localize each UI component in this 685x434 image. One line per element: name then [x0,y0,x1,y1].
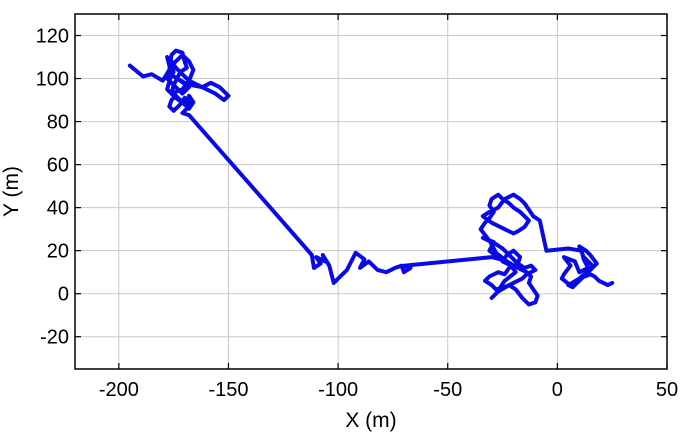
plot-frame [74,13,668,370]
y-axis-label: Y (m) [0,166,23,217]
x-tick-label: 0 [552,379,563,401]
x-tick-label: 50 [656,379,678,401]
y-tick-label: 120 [36,26,69,48]
y-tick-label: 100 [36,69,69,91]
x-tick-label: -50 [433,379,462,401]
y-tick-label: 20 [47,241,69,263]
y-tick-label: 0 [58,284,69,306]
x-tick-label: -150 [208,379,248,401]
trajectory-line [127,48,615,307]
y-tick-label: -20 [40,327,69,349]
y-tick-labels: -20 0 20 40 60 80 100 120 [36,26,69,349]
x-tick-label: -100 [318,379,358,401]
tick-marks [75,14,668,369]
grid-lines [75,14,668,369]
series-group [127,48,615,307]
y-tick-label: 40 [47,198,69,220]
x-axis-label: X (m) [345,409,396,432]
x-tick-labels: -200 -150 -100 -50 0 50 [99,379,678,401]
y-tick-label: 80 [47,112,69,134]
x-tick-label: -200 [99,379,139,401]
y-tick-label: 60 [47,155,69,177]
